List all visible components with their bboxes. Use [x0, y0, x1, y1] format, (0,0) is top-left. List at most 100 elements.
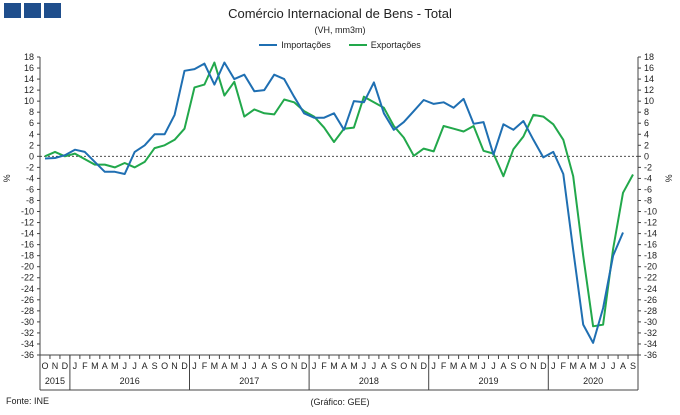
y-tick-label-left: -28: [21, 306, 34, 316]
x-month-label: A: [461, 361, 467, 371]
y-tick-label-right: -28: [644, 306, 657, 316]
y-tick-label-left: -24: [21, 284, 34, 294]
y-tick-label-right: -12: [644, 218, 657, 228]
x-month-label: F: [321, 361, 327, 371]
ine-logo-icon: [4, 3, 61, 18]
x-month-label: J: [192, 361, 197, 371]
x-month-label: O: [41, 361, 48, 371]
x-month-label: O: [161, 361, 168, 371]
source-note: Fonte: INE: [6, 396, 50, 406]
series-line-exportacoes: [44, 61, 634, 328]
x-month-label: A: [142, 361, 148, 371]
y-tick-label-left: -32: [21, 328, 34, 338]
x-month-label: J: [481, 361, 486, 371]
y-tick-label-left: 12: [24, 85, 34, 95]
y-tick-label-right: -20: [644, 262, 657, 272]
y-tick-label-left: 10: [24, 96, 34, 106]
y-tick-label-left: 16: [24, 63, 34, 73]
x-month-label: D: [420, 361, 427, 371]
x-month-label: D: [540, 361, 547, 371]
x-year-label: 2018: [359, 376, 379, 386]
x-month-label: J: [372, 361, 377, 371]
x-year-label: 2015: [45, 376, 65, 386]
y-tick-label-right: -26: [644, 295, 657, 305]
x-month-label: S: [152, 361, 158, 371]
x-month-label: O: [520, 361, 527, 371]
x-month-label: N: [530, 361, 537, 371]
y-tick-label-left: 8: [29, 107, 34, 117]
x-month-label: M: [211, 361, 219, 371]
y-tick-label-right: -34: [644, 339, 657, 349]
series-line-importacoes: [44, 61, 624, 344]
y-tick-label-left: -26: [21, 295, 34, 305]
x-month-label: F: [82, 361, 88, 371]
x-month-label: S: [630, 361, 636, 371]
logo-block: [24, 3, 41, 18]
y-tick-label-left: -20: [21, 262, 34, 272]
x-month-label: M: [350, 361, 358, 371]
x-month-label: J: [551, 361, 556, 371]
legend-item-exportacoes: Exportações: [348, 40, 421, 50]
chart-credit: (Gráfico: GEE): [310, 397, 370, 407]
y-tick-label-right: -22: [644, 273, 657, 283]
y-tick-label-right: 10: [644, 96, 654, 106]
legend-swatch-importacoes: [259, 44, 278, 46]
x-month-label: J: [242, 361, 247, 371]
x-month-label: F: [441, 361, 447, 371]
y-tick-label-right: -4: [644, 173, 652, 183]
x-month-label: A: [261, 361, 267, 371]
x-month-label: J: [73, 361, 78, 371]
x-month-label: O: [281, 361, 288, 371]
y-tick-label-left: -22: [21, 273, 34, 283]
y-tick-label-right: -8: [644, 195, 652, 205]
y-tick-label-right: -16: [644, 240, 657, 250]
x-month-label: J: [122, 361, 127, 371]
x-month-label: J: [431, 361, 436, 371]
x-month-label: S: [510, 361, 516, 371]
y-tick-label-left: 18: [24, 52, 34, 62]
y-tick-label-right: 16: [644, 63, 654, 73]
x-month-label: J: [252, 361, 257, 371]
y-tick-label-left: 2: [29, 140, 34, 150]
x-month-label: O: [400, 361, 407, 371]
y-tick-label-left: -30: [21, 317, 34, 327]
y-tick-label-left: 6: [29, 118, 34, 128]
y-tick-label-right: -30: [644, 317, 657, 327]
legend-label-exportacoes: Exportações: [370, 40, 421, 50]
y-tick-label-left: -18: [21, 251, 34, 261]
y-tick-label-left: -36: [21, 350, 34, 360]
x-month-label: J: [601, 361, 606, 371]
chart-subtitle: (VH, mm3m): [314, 25, 366, 35]
logo-block: [4, 3, 21, 18]
x-month-label: D: [301, 361, 308, 371]
y-tick-label-right: 8: [644, 107, 649, 117]
legend-label-importacoes: Importações: [281, 40, 331, 50]
x-month-label: S: [391, 361, 397, 371]
y-tick-label-right: -6: [644, 184, 652, 194]
y-axis-label-right: %: [664, 174, 674, 182]
y-tick-label-right: -10: [644, 207, 657, 217]
chart-legend: Importações Exportações: [0, 40, 680, 50]
x-month-label: N: [291, 361, 298, 371]
x-year-label: 2017: [239, 376, 259, 386]
x-month-label: M: [470, 361, 478, 371]
y-tick-label-right: 14: [644, 74, 654, 84]
y-tick-label-right: -32: [644, 328, 657, 338]
y-tick-label-left: -10: [21, 207, 34, 217]
x-month-label: A: [221, 361, 227, 371]
x-month-label: M: [330, 361, 338, 371]
legend-item-importacoes: Importações: [259, 40, 331, 50]
x-month-label: A: [580, 361, 586, 371]
logo-block: [44, 3, 61, 18]
y-tick-label-right: -2: [644, 162, 652, 172]
x-month-label: J: [132, 361, 137, 371]
x-month-label: F: [202, 361, 208, 371]
y-axis-label-left: %: [2, 174, 12, 182]
y-tick-label-left: 14: [24, 74, 34, 84]
y-tick-label-right: -24: [644, 284, 657, 294]
x-month-label: M: [589, 361, 597, 371]
y-tick-label-left: -34: [21, 339, 34, 349]
x-month-label: M: [91, 361, 99, 371]
x-year-label: 2019: [478, 376, 498, 386]
y-tick-label-left: -12: [21, 218, 34, 228]
